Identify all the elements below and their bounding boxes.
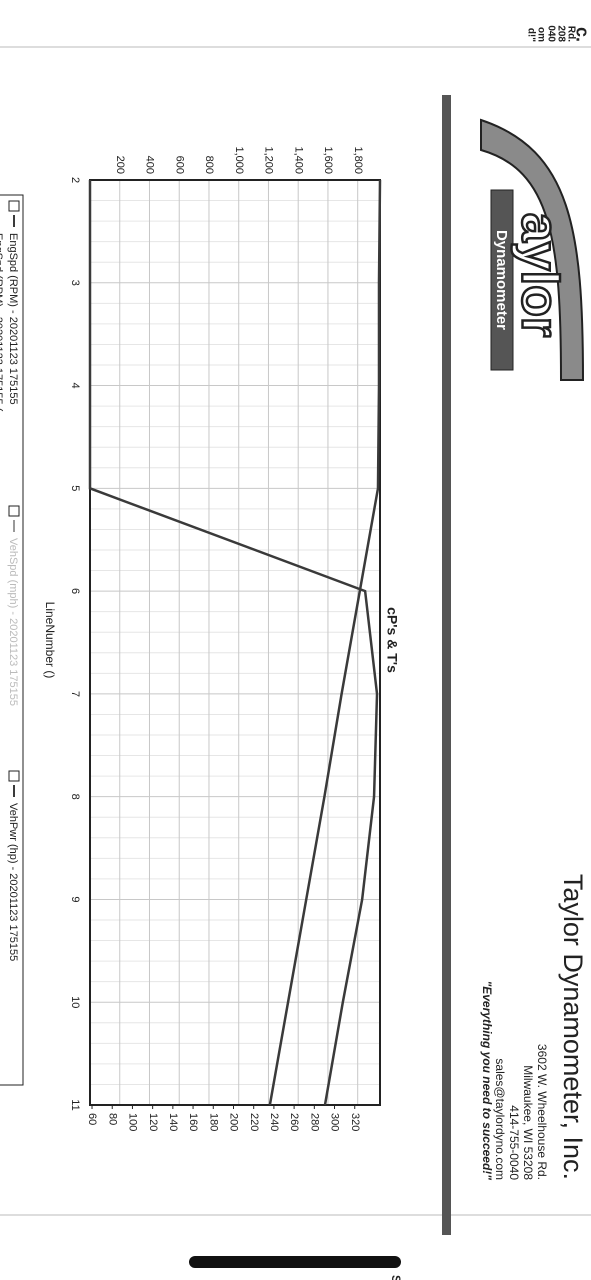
series-line: [268, 179, 382, 1106]
y2-tick-label: 120: [147, 1113, 159, 1131]
y-tick-label: 1,800: [352, 146, 364, 174]
x-tick-label: 3: [69, 280, 81, 286]
fragment: 040: [545, 25, 556, 42]
x-tick-label: 2: [69, 177, 81, 183]
y2-tick-label: 160: [187, 1113, 199, 1131]
legend-checkbox[interactable]: [8, 505, 20, 517]
fragment: S: [389, 1275, 403, 1280]
company-title: Taylor Dynamometer, Inc.: [558, 874, 588, 1180]
fragment: 208: [555, 25, 566, 42]
y-tick-label: 1,600: [322, 146, 334, 174]
legend-label: VehSpd (mph) - 20201123 175155: [7, 538, 19, 706]
legend-label: VehPwr (hp) - 20201123 175155: [7, 803, 19, 961]
legend-label: EngSpd (RPM) - 20201123 175155: [7, 233, 19, 405]
y2-tick-label: 100: [127, 1113, 139, 1131]
x-tick-label: 4: [69, 382, 81, 388]
series-line: [88, 180, 379, 1106]
y2-tick-label: 140: [167, 1113, 179, 1131]
home-indicator: [189, 1256, 401, 1268]
y2-tick-label: 220: [248, 1113, 260, 1131]
y-tick-label: 200: [114, 156, 126, 174]
y-tick-label: 600: [173, 156, 185, 174]
header-rule: [442, 95, 451, 1235]
x-tick-label: 6: [69, 588, 81, 594]
y2-tick-label: 180: [207, 1113, 219, 1131]
chart-title: cP's & T's: [384, 607, 400, 673]
fragment: c.: [572, 27, 591, 42]
x-tick-label: 5: [69, 485, 81, 491]
plot-frame: [89, 179, 381, 1106]
address-line: 3602 W. Wheelhouse Rd.: [535, 1044, 549, 1180]
logo-sub: Dynamometer: [493, 230, 510, 330]
y-tick-label: 800: [203, 156, 215, 174]
y2-tick-label: 240: [268, 1113, 280, 1131]
y-tick-label: 1,400: [292, 146, 304, 174]
x-tick-label: 10: [69, 996, 81, 1008]
y-tick-label: 400: [144, 156, 156, 174]
x-tick-label: 11: [69, 1099, 81, 1110]
fragment: Rd.: [565, 26, 576, 42]
fragment: om: [535, 27, 546, 42]
y2-tick-label: 60: [86, 1113, 98, 1125]
fragment: d!": [525, 28, 536, 42]
address-line: sales@taylordyno.com: [493, 1058, 507, 1180]
legend-box: [0, 194, 24, 1086]
x-tick-label: 7: [69, 691, 81, 697]
x-tick-label: 9: [69, 896, 81, 902]
legend-checkbox[interactable]: [8, 770, 20, 782]
y2-tick-label: 200: [228, 1113, 240, 1131]
y2-tick-label: 280: [308, 1113, 320, 1131]
y2-tick-label: 300: [329, 1113, 341, 1131]
legend-label: EngSpd (RPM) - 20201123 175155 (: [0, 233, 4, 412]
address-line: Milwaukee, WI 53208: [521, 1065, 535, 1180]
y-tick-label: 1,200: [263, 146, 275, 174]
logo-word: aylor: [510, 213, 568, 337]
y2-tick-label: 260: [288, 1113, 300, 1131]
slogan: "Everything you need to succeed!": [480, 981, 494, 1181]
logo: aylor Dynamometer: [480, 118, 585, 381]
y-tick-label: 1,000: [233, 146, 245, 174]
address-line: 414-755-0040: [507, 1105, 521, 1180]
legend-checkbox[interactable]: [8, 200, 20, 212]
x-tick-label: 8: [69, 794, 81, 800]
y2-tick-label: 80: [106, 1113, 118, 1125]
y2-tick-label: 320: [349, 1113, 361, 1131]
x-axis-label: LineNumber (): [43, 602, 57, 679]
